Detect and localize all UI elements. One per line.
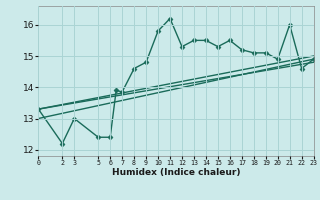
X-axis label: Humidex (Indice chaleur): Humidex (Indice chaleur) — [112, 168, 240, 177]
